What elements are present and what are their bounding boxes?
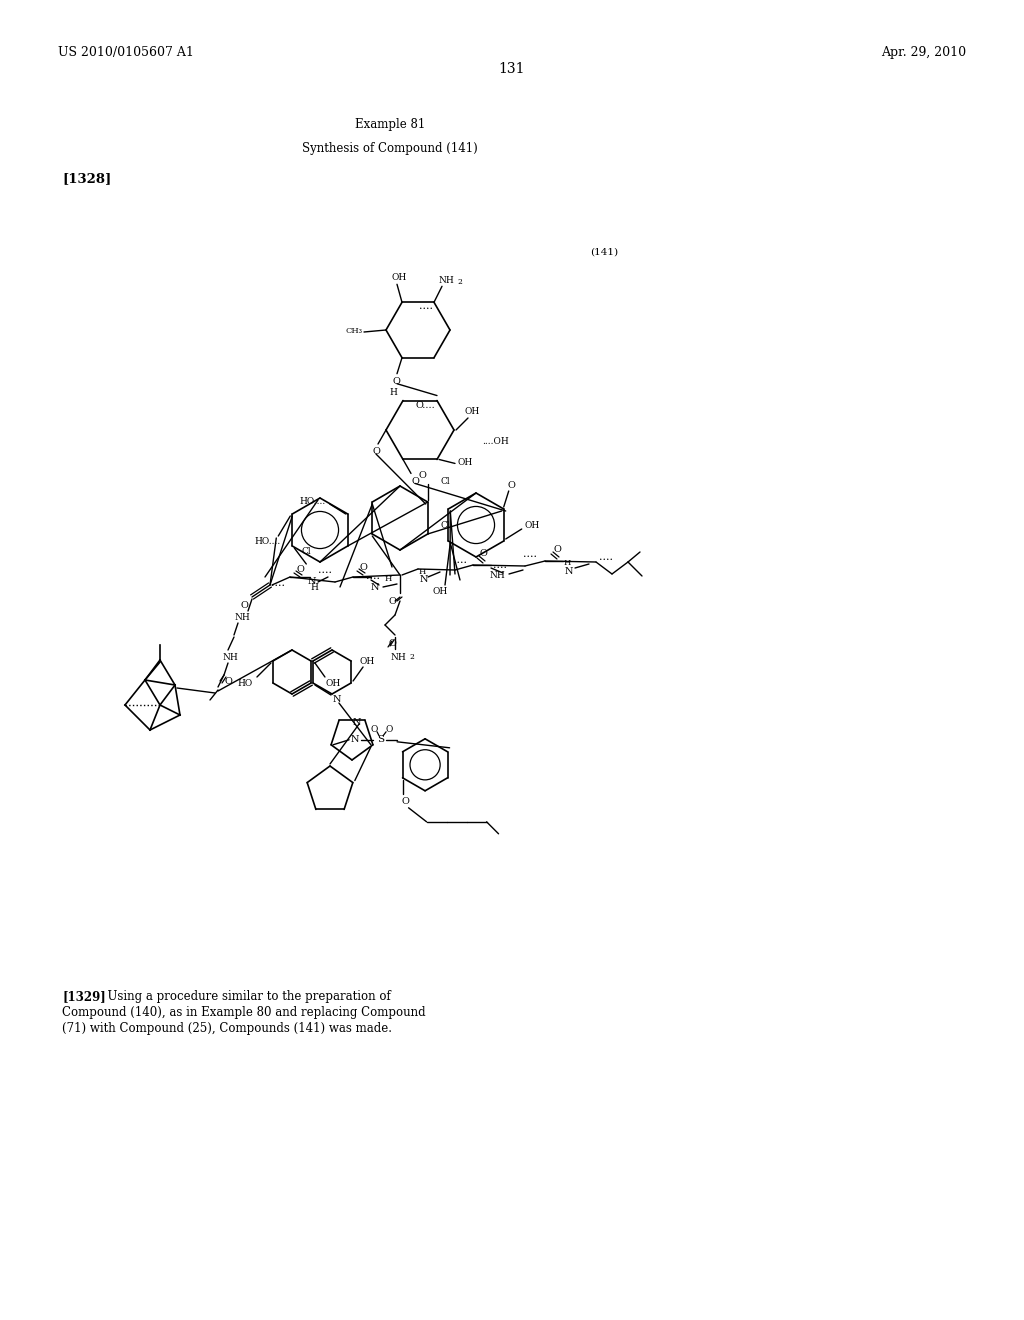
Text: ....: .... [419,301,433,312]
Text: (71) with Compound (25), Compounds (141) was made.: (71) with Compound (25), Compounds (141)… [62,1022,392,1035]
Text: S: S [378,735,385,744]
Text: NH: NH [234,612,250,622]
Text: OH: OH [326,678,341,688]
Text: ....: .... [271,578,285,587]
Text: 2: 2 [410,653,415,661]
Text: O: O [553,545,561,554]
Text: NH: NH [390,652,406,661]
Text: OH: OH [359,656,375,665]
Text: O: O [401,797,410,807]
Text: Cl: Cl [441,521,451,531]
Text: O....: O.... [415,401,435,411]
Text: H: H [563,558,570,568]
Text: Compound (140), as in Example 80 and replacing Compound: Compound (140), as in Example 80 and rep… [62,1006,426,1019]
Text: 2: 2 [458,279,463,286]
Text: ....: .... [366,572,380,581]
Text: [1329]: [1329] [62,990,105,1003]
Text: OH: OH [458,458,473,467]
Text: H: H [384,576,392,583]
Text: O: O [296,565,304,573]
Text: Example 81: Example 81 [355,117,425,131]
Text: O: O [224,677,232,686]
Text: O: O [371,725,378,734]
Text: O: O [479,549,487,558]
Text: O: O [388,639,396,648]
Text: NH: NH [222,652,238,661]
Text: Using a procedure similar to the preparation of: Using a procedure similar to the prepara… [100,990,391,1003]
Text: US 2010/0105607 A1: US 2010/0105607 A1 [58,46,194,59]
Text: NH: NH [489,570,505,579]
Text: O: O [388,597,396,606]
Text: HO....: HO.... [254,537,281,546]
Text: 131: 131 [499,62,525,77]
Text: ....: .... [599,552,613,562]
Text: O: O [372,447,380,457]
Text: O: O [411,477,419,486]
Text: N: N [420,576,428,585]
Text: O: O [385,725,393,734]
Text: OH: OH [391,273,407,281]
Text: O: O [419,471,427,480]
Text: H: H [419,568,426,576]
Text: Cl: Cl [301,548,311,557]
Text: O: O [240,601,248,610]
Text: HO: HO [238,678,253,688]
Text: OH: OH [432,587,447,597]
Text: NH: NH [438,276,454,285]
Text: ....: .... [493,560,507,570]
Text: OH: OH [524,521,540,531]
Text: ....: .... [523,549,537,558]
Text: N: N [351,735,359,744]
Text: O: O [359,562,367,572]
Text: ....: .... [453,554,467,565]
Text: HO....: HO.... [300,498,326,507]
Text: ....: .... [318,565,332,576]
Text: Cl: Cl [440,477,450,486]
Text: H: H [389,388,397,397]
Text: O: O [508,480,516,490]
Text: O: O [392,378,400,387]
Text: N: N [371,582,379,591]
Text: ....OH: ....OH [482,437,509,446]
Text: Synthesis of Compound (141): Synthesis of Compound (141) [302,143,478,154]
Text: N: N [333,696,341,705]
Text: Apr. 29, 2010: Apr. 29, 2010 [881,46,966,59]
Text: (141): (141) [590,248,618,257]
Text: N: N [308,577,316,586]
Text: OH: OH [464,408,479,417]
Text: CH₃: CH₃ [345,327,362,335]
Text: H: H [310,582,317,591]
Text: N: N [352,718,361,727]
Text: N: N [565,566,573,576]
Text: [1328]: [1328] [62,172,112,185]
